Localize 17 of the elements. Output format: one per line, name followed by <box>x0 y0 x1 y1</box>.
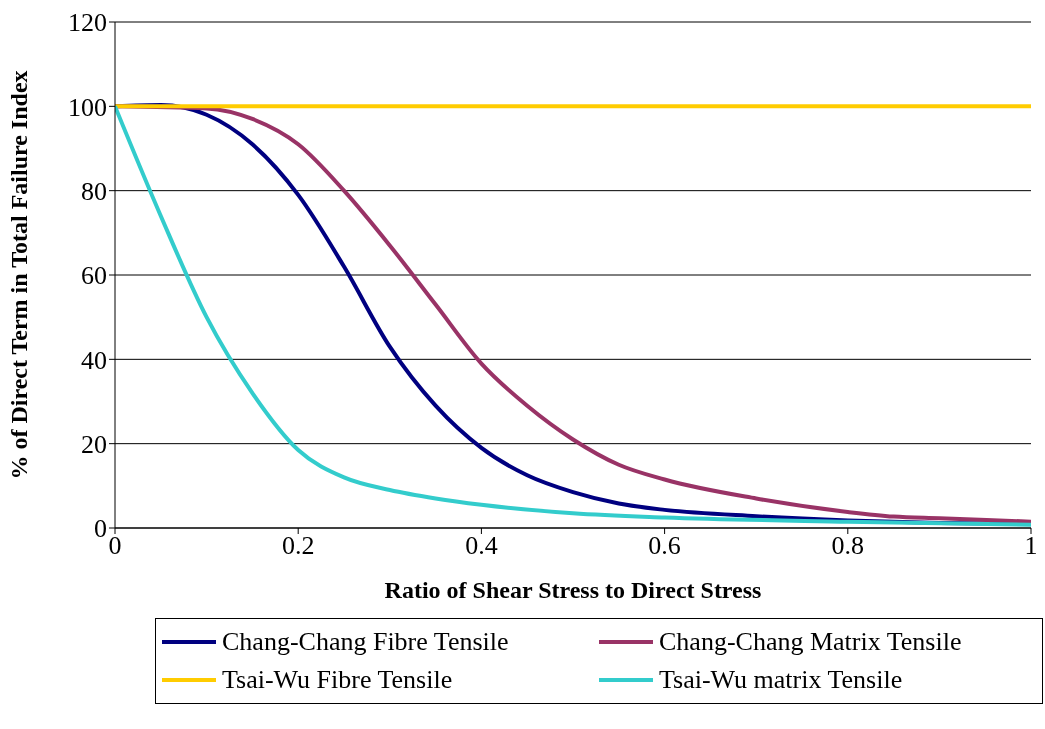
legend-label: Tsai-Wu matrix Tensile <box>659 665 903 695</box>
x-tick-label: 0.8 <box>831 531 865 561</box>
x-tick-label: 0.6 <box>648 531 681 561</box>
x-tick-label: 1 <box>1024 531 1038 561</box>
legend-label: Chang-Chang Matrix Tensile <box>659 627 962 657</box>
x-tick-label: 0.4 <box>465 531 498 561</box>
y-tick-label: 40 <box>81 345 107 375</box>
y-axis-title: % of Direct Term in Total Failure Index <box>5 70 32 480</box>
legend-label: Tsai-Wu Fibre Tensile <box>222 665 453 695</box>
y-tick-label: 80 <box>81 176 107 206</box>
x-tick-label: 0.2 <box>281 531 315 561</box>
y-tick-label: 20 <box>81 429 107 459</box>
x-axis-title: Ratio of Shear Stress to Direct Stress <box>384 577 762 603</box>
y-tick-label: 60 <box>81 261 107 291</box>
y-tick-label: 100 <box>68 92 107 122</box>
legend-label: Chang-Chang Fibre Tensile <box>222 627 509 657</box>
y-tick-label: 120 <box>68 8 107 38</box>
